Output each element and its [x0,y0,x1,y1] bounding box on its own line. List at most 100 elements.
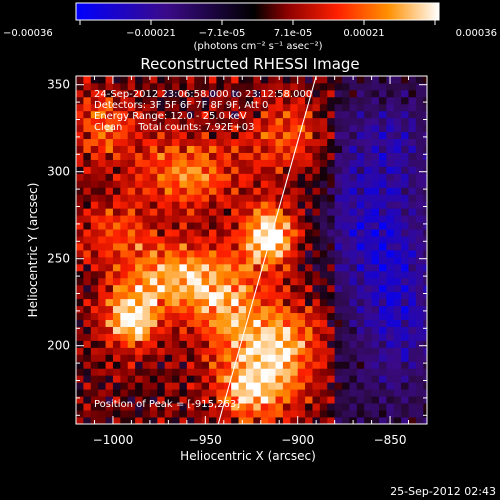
heatmap-cell [393,396,402,404]
heatmap-cell [423,117,427,126]
heatmap-cell [408,333,417,341]
heatmap-cell [327,103,336,112]
heatmap-cell [334,403,343,411]
heatmap-cell [135,277,143,286]
heatmap-cell [245,326,254,334]
heatmap-cell [423,326,427,334]
heatmap-cell [201,410,210,418]
heatmap-cell [319,291,328,300]
heatmap-cell [127,277,136,286]
heatmap-cell [238,187,247,195]
heatmap-cell [334,250,343,258]
heatmap-cell [408,291,417,300]
heatmap-cell [127,361,136,369]
heatmap-cell [275,173,284,181]
heatmap-cell [319,368,328,376]
heatmap-cell [142,298,151,307]
heatmap-cell [127,236,136,244]
heatmap-cell [231,298,239,307]
heatmap-cell [157,103,166,112]
heatmap-cell [164,96,173,105]
heatmap-cell [268,145,276,153]
heatmap-cell [157,354,166,362]
heatmap-cell [186,250,195,258]
heatmap-cell [364,89,372,98]
heatmap-cell [76,76,84,84]
heatmap-cell [172,201,180,209]
heatmap-cell [282,389,291,397]
heatmap-cell [149,173,158,181]
heatmap-cell [349,159,358,167]
heatmap-cell [305,145,313,153]
heatmap-cell [393,291,402,300]
heatmap-cell [342,361,350,369]
heatmap-cell [149,117,158,126]
heatmap-cell [253,417,262,424]
heatmap-cell [275,236,284,244]
heatmap-cell [186,305,195,314]
heatmap-cell [135,215,143,223]
heatmap-cell [401,403,409,411]
heatmap-cell [327,361,336,369]
heatmap-cell [275,410,284,418]
heatmap-cell [356,326,365,334]
heatmap-cell [172,236,180,244]
heatmap-cell [268,131,276,140]
heatmap-cell [312,159,321,167]
heatmap-cell [327,82,336,91]
heatmap-cell [186,354,195,362]
heatmap-cell [356,124,365,133]
heatmap-cell [127,333,136,341]
heatmap-cell [268,333,276,341]
heatmap-cell [364,243,372,251]
heatmap-cell [179,173,188,181]
heatmap-cell [364,368,372,376]
heatmap-cell [179,270,188,279]
heatmap-cell [401,326,409,334]
heatmap-cell [312,340,321,348]
heatmap-cell [194,312,203,320]
heatmap-cell [371,89,380,98]
heatmap-cell [275,256,284,265]
heatmap-cell [216,82,225,91]
heatmap-cell [209,270,217,279]
heatmap-cell [149,76,158,84]
heatmap-cell [253,368,262,376]
heatmap-cell [334,89,343,98]
heatmap-cell [209,222,217,230]
heatmap-cell [194,347,203,355]
heatmap-cell [179,354,188,362]
heatmap-cell [172,76,180,84]
heatmap-cell [342,222,350,230]
heatmap-cell [83,319,92,327]
heatmap-cell [149,180,158,188]
heatmap-cell [408,222,417,230]
heatmap-cell [238,250,247,258]
heatmap-cell [245,312,254,320]
heatmap-cell [253,103,262,112]
heatmap-cell [76,173,84,181]
heatmap-cell [90,396,99,404]
heatmap-cell [312,333,321,341]
heatmap-cell [305,410,313,418]
heatmap-cell [135,347,143,355]
heatmap-cell [253,173,262,181]
heatmap-cell [201,159,210,167]
heatmap-cell [312,194,321,202]
heatmap-cell [356,298,365,307]
heatmap-cell [327,89,336,98]
heatmap-cell [179,263,188,272]
heatmap-cell [305,236,313,244]
heatmap-cell [386,215,395,223]
heatmap-cell [423,201,427,209]
heatmap-cell [378,138,387,146]
heatmap-cell [342,312,350,320]
heatmap-cell [327,222,336,230]
heatmap-cell [98,222,106,230]
heatmap-cell [83,277,92,286]
heatmap-cell [231,173,239,181]
heatmap-cell [319,131,328,140]
heatmap-cell [98,375,106,383]
heatmap-cell [142,291,151,300]
heatmap-cell [112,145,121,153]
